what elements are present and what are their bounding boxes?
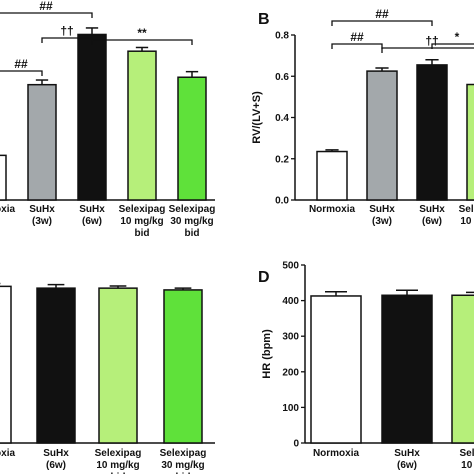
- significance-label: *: [455, 30, 460, 44]
- x-tick-label: (3w): [32, 216, 52, 227]
- x-tick-label: bid: [176, 472, 191, 474]
- bar: [316, 150, 348, 201]
- bar: [0, 154, 7, 201]
- y-tick-label: 0.2: [275, 154, 289, 165]
- y-tick-label: 500: [282, 261, 299, 272]
- significance-bracket: [91, 39, 193, 45]
- bar: [127, 50, 157, 201]
- x-tick-label: Selexipag: [119, 204, 166, 215]
- x-tick-label: (6w): [46, 460, 66, 471]
- bar: [416, 64, 448, 201]
- x-tick-label: SuHx: [29, 204, 55, 215]
- x-tick-label: Normoxia: [0, 448, 15, 459]
- y-tick-label: 400: [282, 296, 299, 307]
- y-axis-label: HR (bpm): [261, 329, 273, 379]
- x-tick-label: (6w): [422, 216, 442, 227]
- x-tick-label: bid: [185, 228, 200, 239]
- y-tick-label: 0: [293, 439, 299, 450]
- significance-label: ##: [14, 57, 28, 71]
- y-tick-label: 0.4: [275, 113, 289, 124]
- x-tick-label: Normoxia: [0, 204, 15, 215]
- significance-bracket: [431, 43, 474, 49]
- x-tick-label: Normoxia: [313, 448, 360, 459]
- panel-label: B: [258, 11, 270, 28]
- x-tick-label: (3w): [372, 216, 392, 227]
- significance-label: ††: [60, 24, 73, 38]
- y-axis-label: RV/(LV+S): [251, 91, 263, 144]
- bar: [163, 289, 203, 444]
- x-tick-label: Normoxia: [309, 204, 356, 215]
- bar: [310, 295, 362, 444]
- bar: [0, 285, 12, 444]
- significance-bracket: [381, 47, 474, 53]
- bar: [98, 287, 138, 444]
- x-tick-label: 30 mg/kg: [170, 216, 213, 227]
- y-tick-label: 0.6: [275, 72, 289, 83]
- bar: [366, 70, 398, 201]
- chart-panel-d: 0 100 200 300 400 500 Normoxia SuHx(6w) Selexip1…: [258, 261, 474, 471]
- x-tick-label: Selexipag: [169, 204, 216, 215]
- bar: [177, 76, 207, 201]
- x-tick-label: Selexipag: [459, 204, 474, 215]
- bar: [36, 287, 76, 444]
- x-tick-label: 10 mg/kg: [120, 216, 163, 227]
- x-tick-label: SuHx: [43, 448, 69, 459]
- significance-label: **: [137, 26, 147, 40]
- significance-bracket: [0, 70, 43, 76]
- y-tick-label: 0.0: [275, 196, 289, 207]
- x-tick-label: Selexipag: [160, 448, 207, 459]
- significance-label: ##: [350, 30, 364, 44]
- x-tick-label: bid: [111, 472, 126, 474]
- x-tick-label: 30 mg/kg: [161, 460, 204, 471]
- significance-label: ##: [39, 0, 53, 13]
- y-tick-label: 100: [282, 403, 299, 414]
- x-tick-label: 10 mg/kg: [460, 216, 474, 227]
- x-tick-label: bid: [135, 228, 150, 239]
- significance-bracket: [331, 43, 383, 49]
- significance-label: ##: [375, 7, 389, 21]
- bar: [451, 294, 474, 444]
- x-tick-label: 10 mg/: [461, 460, 474, 471]
- panel-label: D: [258, 269, 270, 286]
- x-tick-label: (6w): [82, 216, 102, 227]
- x-tick-label: SuHx: [419, 204, 445, 215]
- x-tick-label: SuHx: [394, 448, 420, 459]
- bar: [77, 33, 107, 201]
- bar: [27, 83, 57, 201]
- bar: [466, 83, 474, 201]
- significance-bracket: [0, 12, 93, 18]
- x-tick-label: SuHx: [369, 204, 395, 215]
- y-tick-label: 300: [282, 332, 299, 343]
- x-tick-label: 10 mg/kg: [96, 460, 139, 471]
- y-tick-label: 200: [282, 367, 299, 378]
- x-tick-label: Selexip: [459, 448, 474, 459]
- x-tick-label: SuHx: [79, 204, 105, 215]
- x-tick-label: (6w): [397, 460, 417, 471]
- significance-bracket: [331, 20, 433, 26]
- bar: [381, 294, 433, 444]
- x-tick-label: Selexipag: [95, 448, 142, 459]
- y-tick-label: 0.8: [275, 31, 289, 42]
